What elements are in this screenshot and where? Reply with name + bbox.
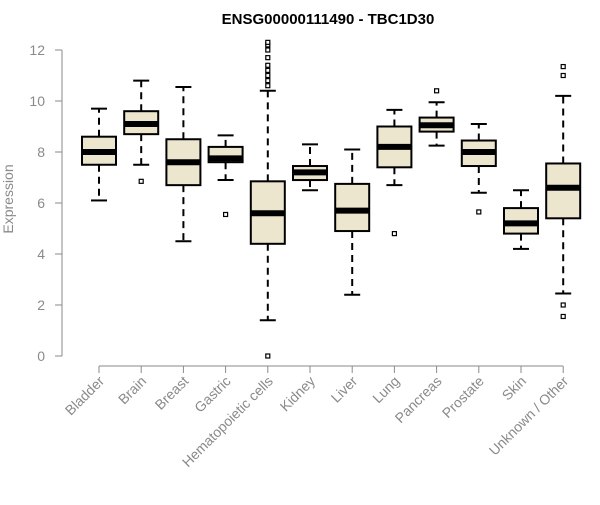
x-tick-label: Brain xyxy=(115,373,149,407)
x-tick-label: Unknown / Other xyxy=(486,373,572,459)
outlier-point xyxy=(560,313,566,320)
outlier-point xyxy=(434,88,440,94)
outlier-point xyxy=(265,72,271,79)
x-tick-label: Pancreas xyxy=(392,373,445,426)
outlier-point xyxy=(265,353,271,359)
outlier-point xyxy=(560,72,566,79)
outlier-point xyxy=(476,209,482,215)
outlier-point xyxy=(265,39,271,45)
box-group-prostate xyxy=(460,122,497,215)
outlier-point xyxy=(223,211,229,218)
y-axis: 0 2 4 6 8 10 12 xyxy=(29,42,63,364)
outlier-point xyxy=(265,55,271,61)
chart-title: ENSG00000111490 - TBC1D30 xyxy=(222,11,435,28)
outlier-point xyxy=(560,302,566,308)
y-axis-label: Expression xyxy=(0,164,16,233)
box-group-unknown-other xyxy=(545,63,582,320)
y-tick-label: 4 xyxy=(37,246,45,262)
outlier-point xyxy=(391,231,397,237)
iqr-box xyxy=(545,162,582,220)
outlier-point xyxy=(265,77,271,84)
x-tick-label: Skin xyxy=(499,373,530,404)
x-tick-label: Prostate xyxy=(439,373,487,421)
plot-area xyxy=(81,39,582,359)
outlier-point xyxy=(138,178,144,184)
outlier-point xyxy=(265,47,271,53)
box-group-lung xyxy=(376,108,413,237)
y-tick-label: 0 xyxy=(37,348,45,364)
outlier-point xyxy=(265,83,271,89)
y-tick-label: 8 xyxy=(37,144,45,160)
x-tick-label: Liver xyxy=(328,373,361,406)
outlier-point xyxy=(560,63,566,70)
box-group-skin xyxy=(503,189,539,250)
outlier-point xyxy=(265,62,271,68)
y-tick-label: 6 xyxy=(37,195,45,211)
box-group-bladder xyxy=(81,107,117,202)
box-group-brain xyxy=(123,79,160,184)
box-group-pancreas xyxy=(418,88,455,147)
y-tick-label: 10 xyxy=(29,93,45,109)
box-group-hematopoietic-cells xyxy=(249,39,286,359)
box-group-breast xyxy=(165,85,202,243)
x-tick-label: Kidney xyxy=(277,373,319,415)
y-tick-label: 2 xyxy=(37,297,45,313)
box-group-kidney xyxy=(292,143,328,192)
x-tick-label: Breast xyxy=(152,373,192,413)
iqr-box xyxy=(334,182,371,233)
x-tick-label: Lung xyxy=(369,373,402,406)
box-group-liver xyxy=(334,148,371,296)
y-tick-label: 12 xyxy=(29,42,45,58)
box-group-gastric xyxy=(207,134,244,218)
outlier-point xyxy=(265,67,271,74)
x-tick-label: Bladder xyxy=(62,373,108,419)
